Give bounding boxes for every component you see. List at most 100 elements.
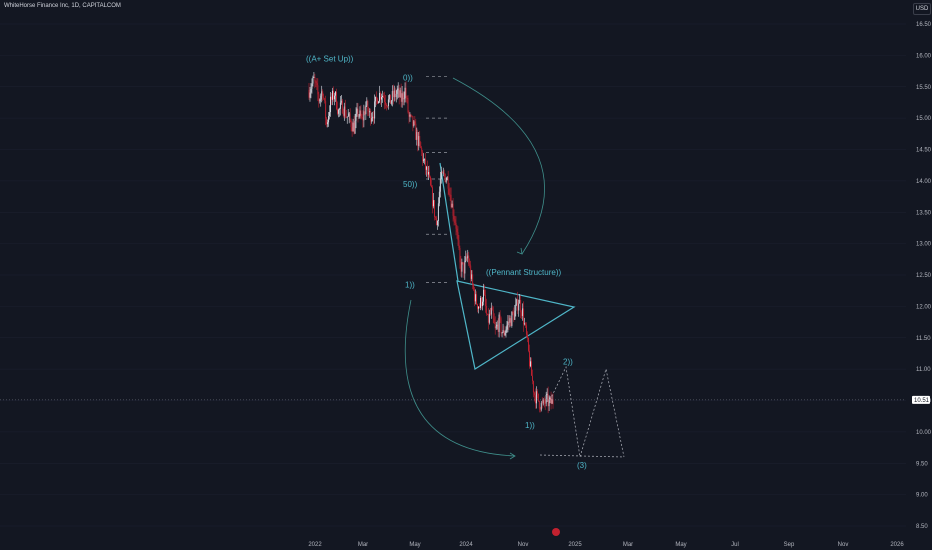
candle-body [390,100,392,104]
candle-body [405,87,407,98]
price-tick-label: 16.00 [916,53,932,59]
candle-body [437,203,439,221]
time-tick-label: Mar [358,542,368,548]
candle-body [385,104,387,107]
candle-body [315,81,317,84]
candle-body [550,397,552,404]
candle-body [546,393,548,395]
candle-body [540,402,542,410]
candle-body [397,88,399,91]
candle-body [312,77,314,84]
price-axis[interactable]: 16.50 16.00 15.50 15.00 14.50 14.00 13.50 13.00… [912,22,932,530]
time-tick-label: 2025 [568,542,582,548]
arrow-head-top [516,247,523,255]
candle-body [531,361,532,376]
candle-body [459,248,461,263]
candle-body [401,93,403,102]
fib-levels [426,76,447,283]
candle-body [335,91,336,96]
candle-body [471,274,473,279]
time-tick-label: 2022 [308,542,322,548]
candle-body [361,117,363,118]
candle-body [486,313,488,315]
candle-body [439,179,441,192]
candle-body [473,284,475,290]
candle-body [483,289,485,296]
candle-body [506,325,508,330]
candle-body [311,83,313,89]
candle-body [441,172,443,173]
candle-body [520,299,522,313]
candle-body [478,306,479,309]
candle-body [498,314,500,332]
candle-body [341,100,343,114]
candle-body [525,323,527,326]
candle-body [494,323,496,329]
candle-body [415,123,417,140]
candle-body [448,188,450,195]
currency-button[interactable]: USD [913,3,931,15]
candle-body [481,297,482,307]
candle-body [316,83,318,86]
candle-body [516,299,518,305]
candle-body [442,172,444,174]
candle-body [314,77,316,82]
candle-body [338,108,340,110]
candle-body [488,313,490,323]
candle-body [370,110,372,122]
candle-body [431,185,432,188]
candle-body [450,194,452,208]
candle-body [463,262,465,274]
candle-body [410,114,412,116]
candle-body [332,90,333,100]
candle-body [495,326,497,329]
candle-body [534,395,536,404]
candle-body [489,313,491,315]
candle-body [419,136,421,143]
candle-body [444,173,446,183]
time-axis[interactable]: 2022 Mar May 2024 Nov 2025 Mar May Jul Sep Nov 2026 [308,542,904,548]
candle-body [328,116,330,123]
candle-body [532,381,534,393]
candle-body [391,91,393,101]
candle-body [360,110,362,118]
candle-body [537,393,539,402]
candle-body [363,111,365,121]
candle-body [373,116,375,119]
price-tick-label: 9.00 [916,493,928,499]
candle-body [418,136,420,146]
drawings [404,77,625,460]
candle-body [384,97,385,102]
candle-body [492,310,494,319]
price-tick-label: 15.00 [916,116,932,122]
candle-body [447,177,449,189]
candle-body [366,100,368,106]
candle-body [454,219,456,223]
candle-body [382,95,383,98]
candle-body [531,375,533,382]
annotation-label: (3) [577,461,587,470]
candle-body [539,408,541,410]
last-price-tag [912,395,930,404]
candle-body [530,361,531,367]
candle-body [377,98,379,104]
candle-body [519,299,521,304]
candle-body [545,394,547,404]
price-tick-label: 14.00 [916,179,932,185]
time-tick-label: 2024 [459,542,473,548]
candle-body [464,260,466,274]
candle-body [422,151,424,162]
candle-body [347,115,349,117]
candle-body [381,97,382,100]
candle-body [446,177,448,181]
candle-body [453,215,455,220]
candle-body [378,101,380,104]
candle-body [456,228,458,233]
candle-body [395,93,397,97]
candle-body [406,97,408,99]
price-tick-label: 13.50 [916,210,932,216]
candle-body [465,256,467,261]
candle-body [336,109,338,114]
candle-body [317,85,319,95]
